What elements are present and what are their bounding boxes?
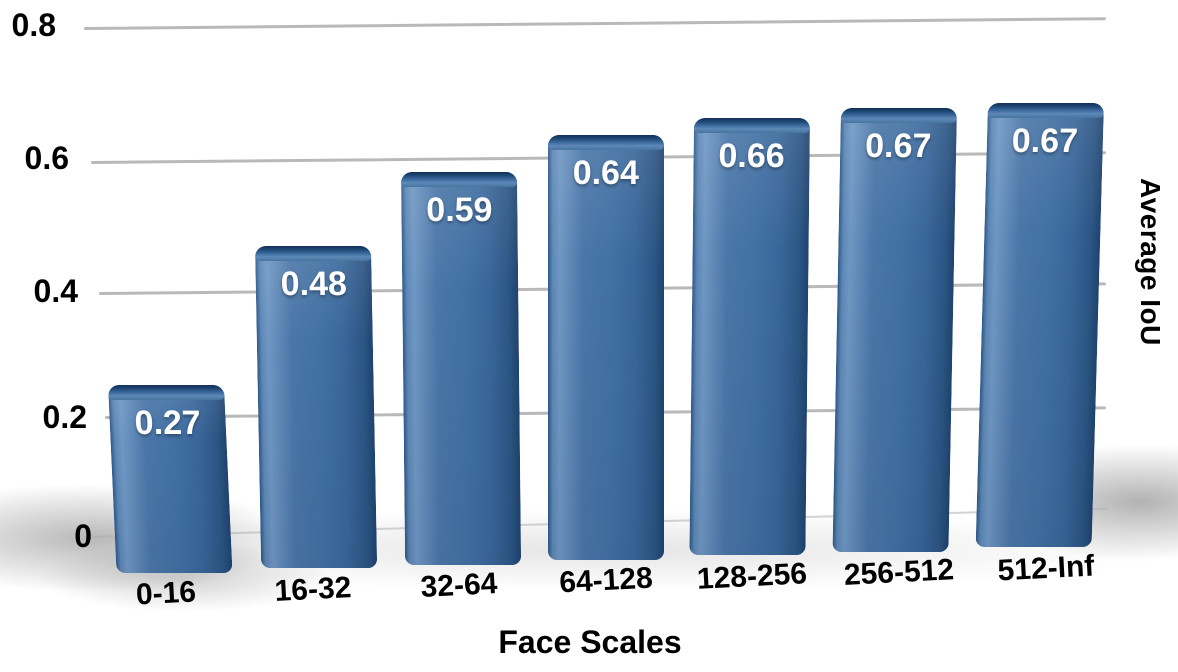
x-tick-label-0-16: 0-16 <box>135 575 197 612</box>
y-tick-label-0.4: 0.4 <box>33 273 78 309</box>
bar-top-cap <box>547 135 664 151</box>
bar-value-label: 0.64 <box>572 154 639 193</box>
y-tick-label-0: 0 <box>74 518 92 554</box>
x-axis-title: Face Scales <box>498 624 682 660</box>
y-tick-label-0.6: 0.6 <box>24 140 69 176</box>
y-axis-title: Average IoU <box>1135 178 1166 346</box>
bar-64-128: 0.64 <box>547 135 664 560</box>
y-tick-label-0.2: 0.2 <box>42 399 87 435</box>
x-tick-label-512-Inf: 512-Inf <box>996 549 1095 588</box>
x-tick-label-32-64: 32-64 <box>419 567 499 604</box>
x-tick-label-256-512: 256-512 <box>843 553 955 592</box>
y-tick-label-0.8: 0.8 <box>11 7 56 43</box>
